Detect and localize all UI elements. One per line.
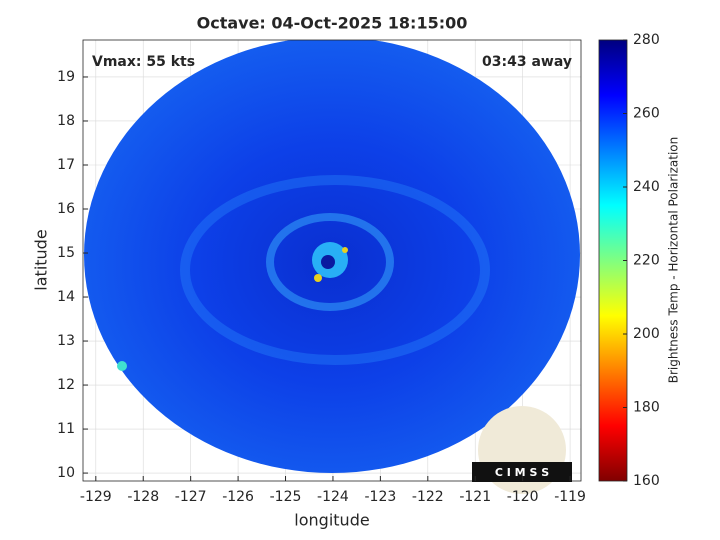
x-tick-label: -121	[459, 489, 491, 505]
y-tick-label: 12	[57, 377, 75, 393]
colorbar-label: Brightness Temp - Horizontal Polarizatio…	[667, 137, 681, 384]
rainband	[266, 213, 394, 311]
colorbar-tick-label: 260	[633, 106, 660, 122]
y-tick-label: 17	[57, 157, 75, 173]
x-tick-label: -127	[175, 489, 207, 505]
y-tick-label: 13	[57, 333, 75, 349]
convection	[342, 247, 348, 253]
chart-title: Octave: 04-Oct-2025 18:15:00	[197, 14, 468, 33]
eye	[321, 255, 335, 269]
colorbar-tick-label: 240	[633, 179, 660, 195]
x-tick-label: -119	[554, 489, 586, 505]
x-tick-label: -128	[127, 489, 159, 505]
colorbar-tick-label: 280	[633, 32, 660, 48]
y-tick-label: 18	[57, 113, 75, 129]
x-tick-label: -120	[507, 489, 539, 505]
x-tick-label: -126	[222, 489, 254, 505]
convection	[314, 274, 322, 282]
convection	[117, 361, 127, 371]
x-tick-label: -123	[364, 489, 396, 505]
colorbar	[598, 39, 628, 482]
annotation: Vmax: 55 kts	[92, 54, 195, 70]
annotation: 03:43 away	[482, 54, 572, 70]
y-tick-label: 14	[57, 289, 75, 305]
axes-box	[82, 39, 582, 482]
x-axis-label: longitude	[294, 511, 369, 530]
y-tick-label: 11	[57, 421, 75, 437]
x-tick-label: -124	[317, 489, 349, 505]
colorbar-tick-label: 220	[633, 253, 660, 269]
colorbar-tick-label: 200	[633, 326, 660, 342]
colorbar-tick-label: 160	[633, 473, 660, 489]
logo: C I M S S	[472, 406, 572, 494]
x-tick-label: -125	[270, 489, 302, 505]
rainband	[180, 175, 490, 365]
x-tick-label: -122	[412, 489, 444, 505]
satellite-image	[84, 40, 580, 473]
y-tick-label: 10	[57, 465, 75, 481]
y-tick-label: 16	[57, 201, 75, 217]
colorbar-tick-label: 180	[633, 400, 660, 416]
logo-band	[472, 462, 572, 482]
logo-text: C I M S S	[495, 466, 549, 479]
y-tick-label: 15	[57, 245, 75, 261]
y-tick-label: 19	[57, 69, 75, 85]
x-tick-label: -129	[80, 489, 112, 505]
y-axis-label: latitude	[32, 229, 51, 290]
